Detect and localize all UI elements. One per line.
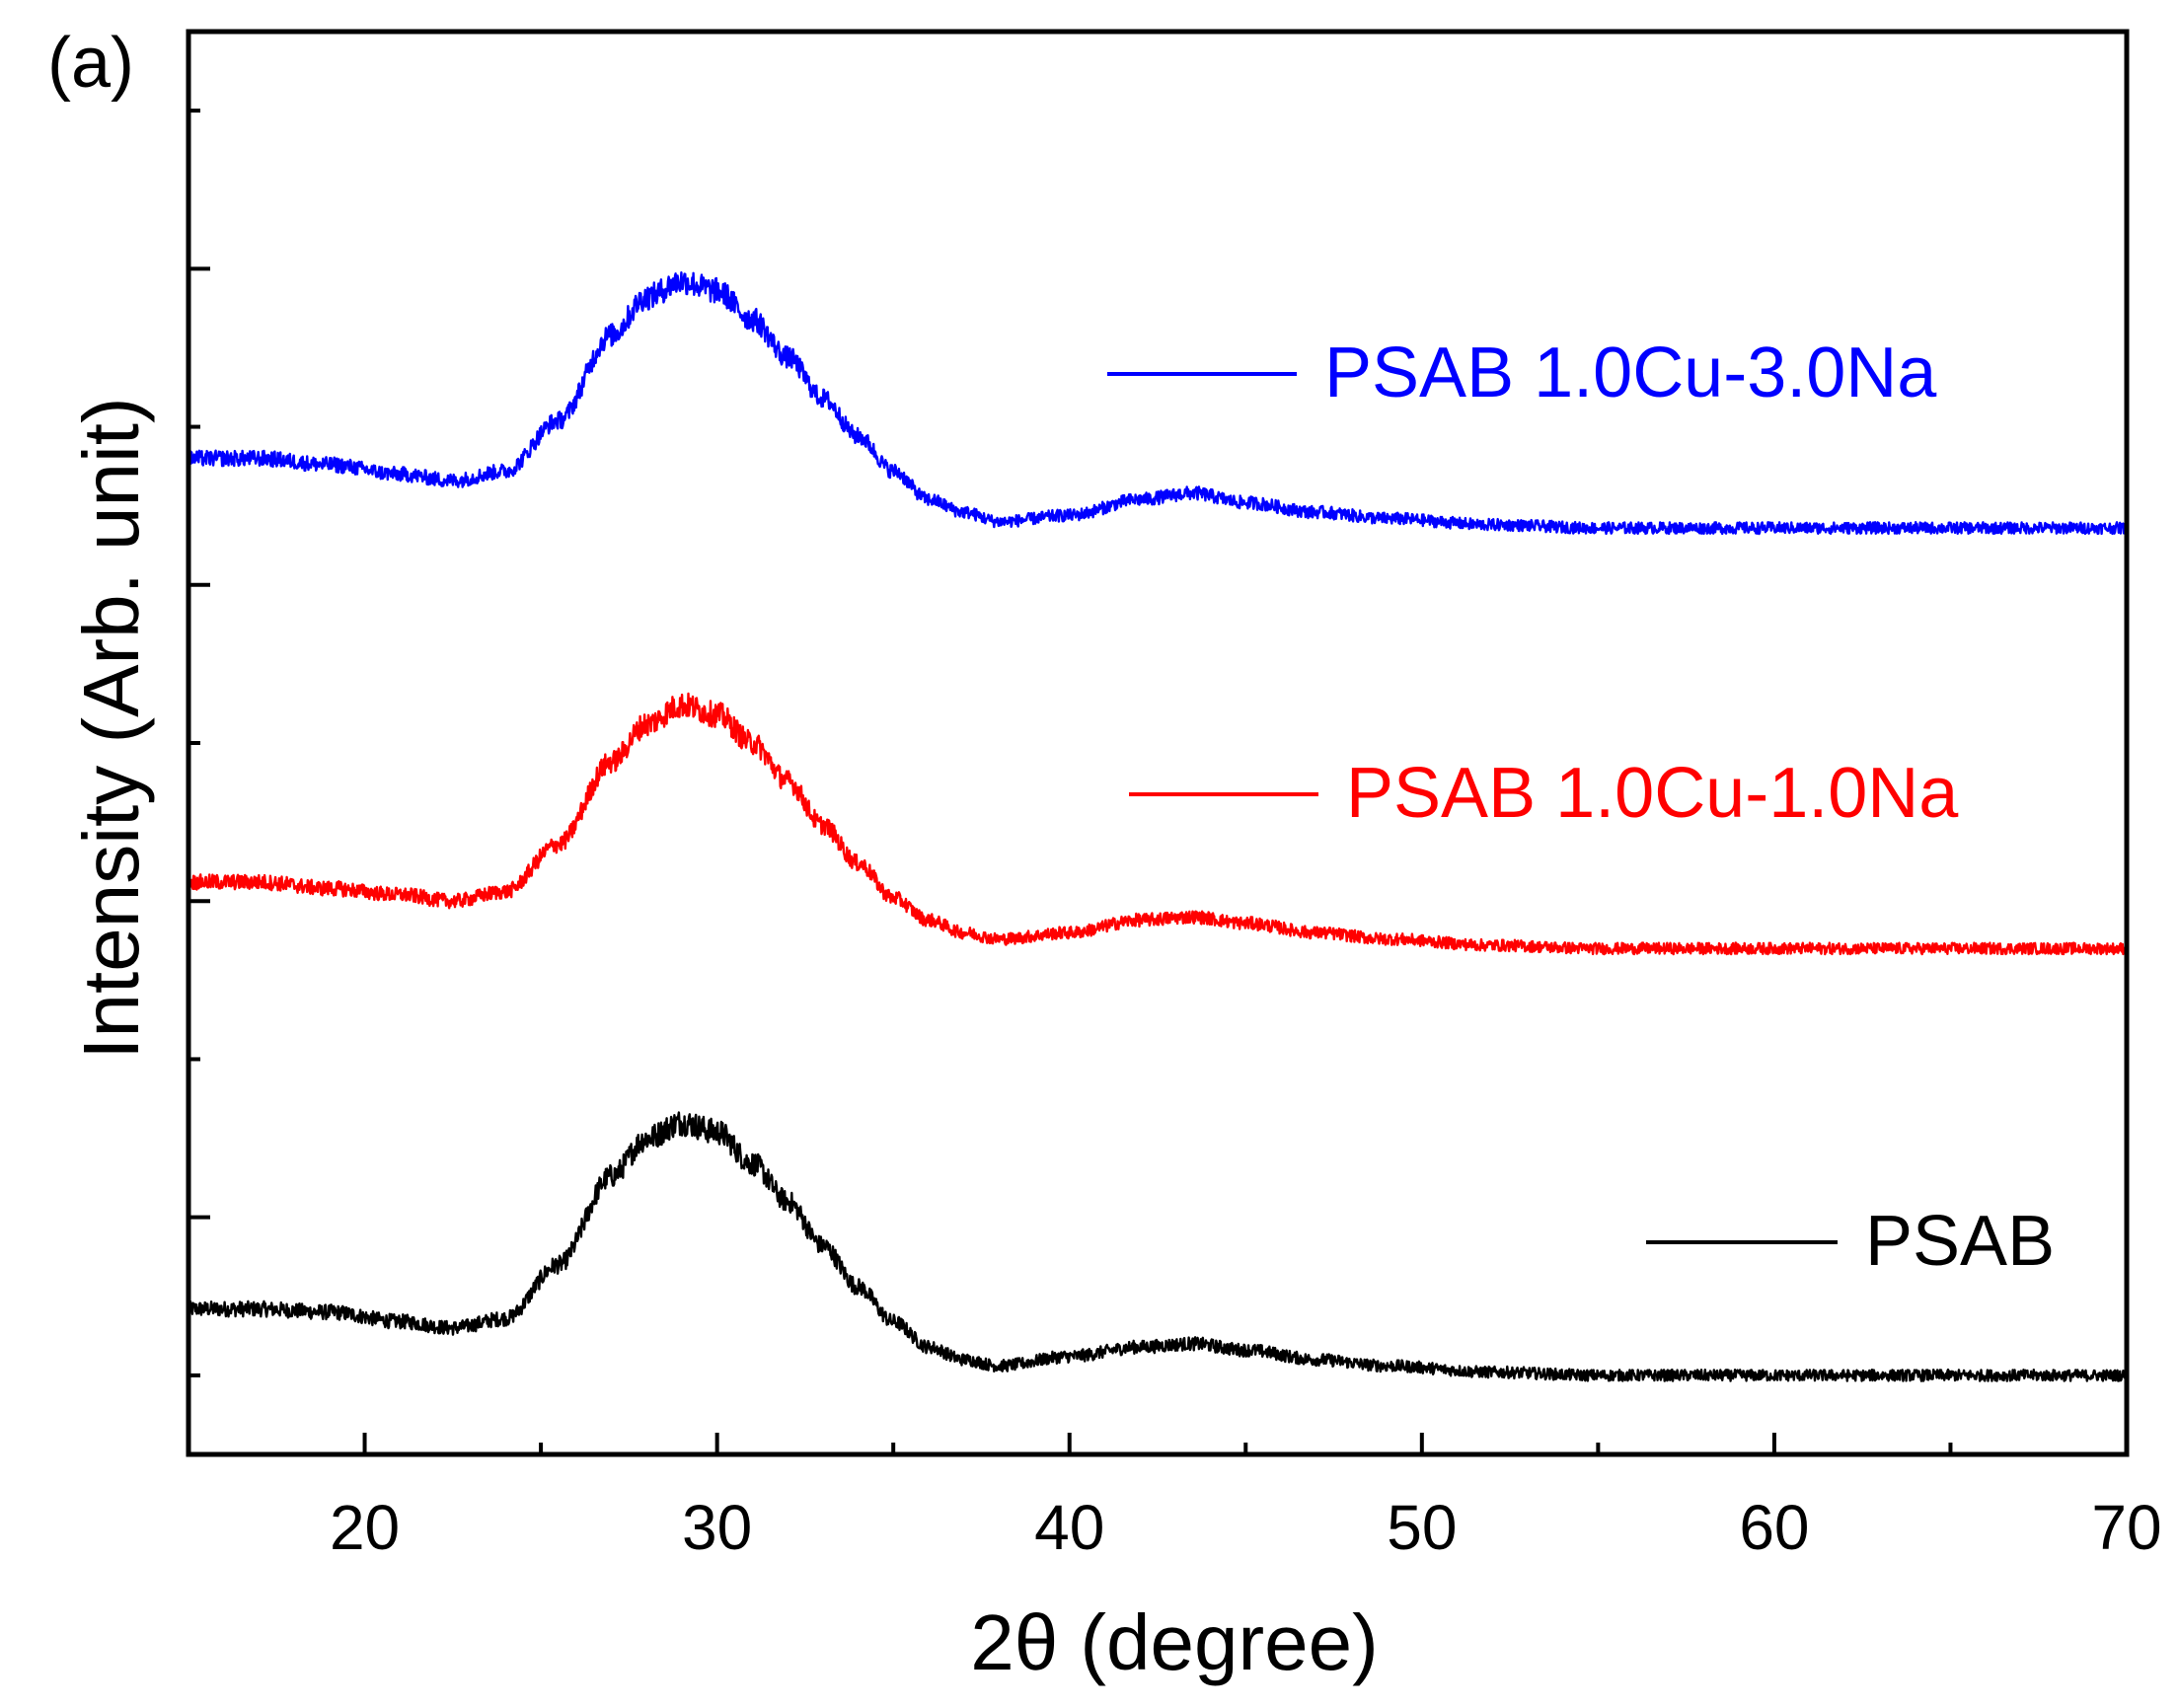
x-tick-label: 70 (2091, 1492, 2161, 1563)
series-line (187, 1111, 2128, 1382)
x-tick-label: 60 (1739, 1492, 1809, 1563)
x-tick-label: 20 (330, 1492, 400, 1563)
series-line (188, 271, 2128, 536)
panel-label: (a) (47, 24, 134, 103)
axis-ticks (188, 109, 2129, 1454)
series-line (187, 692, 2128, 956)
y-axis-label: Intensity (Arb. unit) (67, 397, 155, 1059)
x-tick-labels: 20 30 40 50 60 70 (330, 1492, 2162, 1563)
series-traces (187, 271, 2128, 1382)
x-tick-label: 50 (1387, 1492, 1457, 1563)
legend: PSAB PSAB 1.0Cu-1.0Na PSAB 1.0Cu-3.0Na (1107, 334, 2055, 1281)
legend-label: PSAB 1.0Cu-3.0Na (1324, 334, 1937, 412)
x-tick-label: 40 (1034, 1492, 1104, 1563)
x-axis-label: 2θ (degree) (970, 1598, 1379, 1686)
x-tick-label: 30 (682, 1492, 752, 1563)
legend-label: PSAB (1865, 1202, 2055, 1281)
legend-label: PSAB 1.0Cu-1.0Na (1346, 754, 1959, 833)
